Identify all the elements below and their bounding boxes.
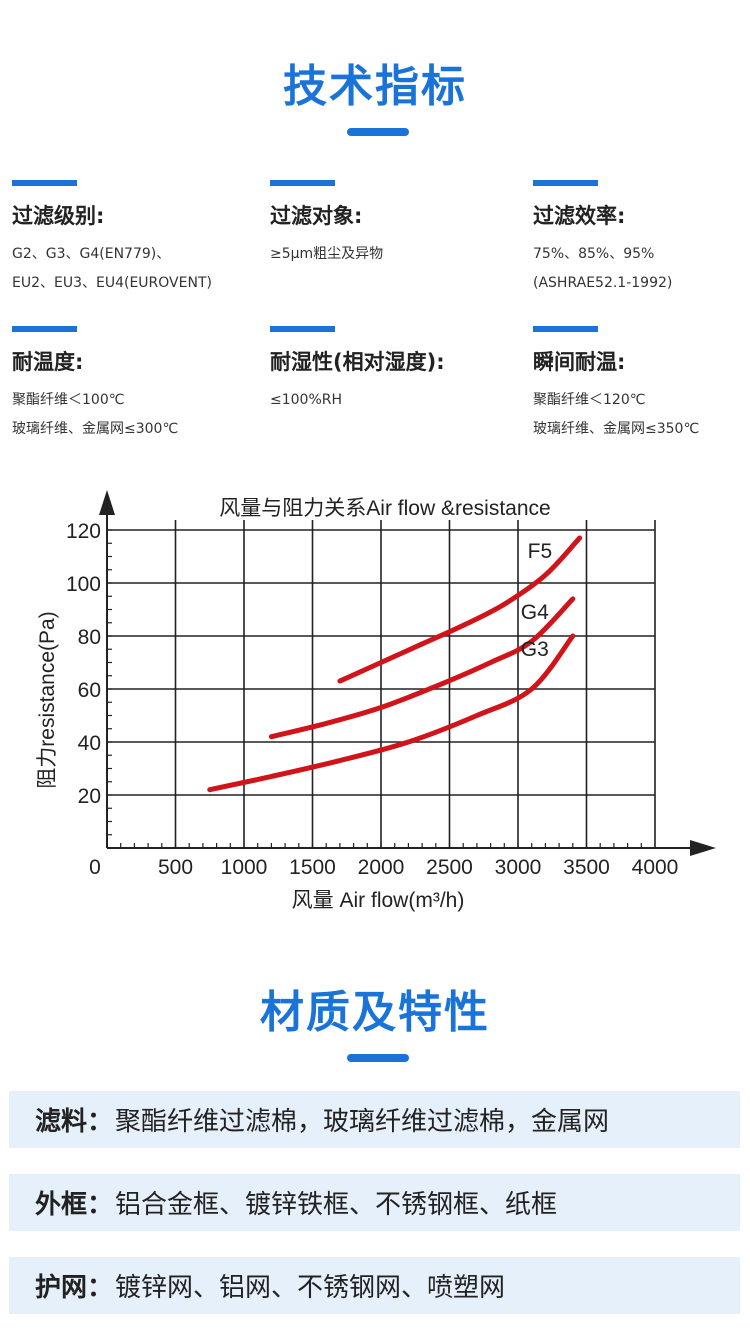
y-tick-label: 80	[78, 626, 101, 649]
feature-key: 护网：	[35, 1273, 114, 1303]
spec-line: 玻璃纤维、金属网≤350℃	[533, 421, 700, 437]
series-label-g4: G4	[521, 601, 549, 624]
spec-label: 耐湿性(相对湿度):	[270, 350, 445, 374]
spec-instant-temperature: 瞬间耐温: 聚酯纤维＜120℃ 玻璃纤维、金属网≤350℃	[533, 326, 750, 444]
spec-line: 玻璃纤维、金属网≤300℃	[12, 421, 179, 437]
chart-series	[207, 535, 583, 793]
spec-label: 过滤级别:	[12, 204, 105, 228]
spec-bar	[270, 326, 335, 332]
x-tick-label: 2500	[426, 856, 473, 879]
feature-value: 聚酯纤维过滤棉，玻璃纤维过滤棉，金属网	[115, 1107, 610, 1137]
series-label-g3: G3	[521, 638, 549, 661]
series-line-g3	[207, 633, 576, 793]
spec-filter-object: 过滤对象: ≥5μm粗尘及异物	[270, 180, 500, 269]
spec-line: EU2、EU3、EU4(EUROVENT)	[12, 275, 212, 291]
tech-section-title: 技术指标	[283, 61, 467, 112]
x-tick-label: 3000	[495, 856, 542, 879]
series-line-g4	[268, 596, 576, 740]
spec-filter-grade: 过滤级别: G2、G3、G4(EN779)、 EU2、EU3、EU4(EUROV…	[12, 180, 242, 298]
feature-value: 镀锌网、铝网、不锈钢网、喷塑网	[115, 1273, 506, 1303]
y-tick-label: 100	[66, 573, 101, 596]
spec-line: ≤100%RH	[270, 392, 343, 408]
spec-label: 瞬间耐温:	[533, 350, 626, 374]
y-tick-label: 20	[78, 785, 101, 808]
spec-bar	[12, 326, 77, 332]
feature-frame: 外框： 铝合金框、镀锌铁框、不锈钢框、纸框	[9, 1174, 740, 1231]
chart-y-axis-label: 阻力resistance(Pa)	[36, 611, 59, 788]
tech-title-underline	[347, 128, 409, 136]
x-axis-arrow	[690, 840, 716, 856]
feature-filter-media: 滤料： 聚酯纤维过滤棉，玻璃纤维过滤棉，金属网	[9, 1091, 740, 1148]
x-tick-label: 2000	[358, 856, 405, 879]
material-title-underline	[347, 1054, 409, 1062]
x-tick-label: 1500	[289, 856, 336, 879]
chart-grid	[107, 520, 656, 848]
spec-label: 过滤对象:	[270, 204, 363, 228]
x-tick-label: 1000	[221, 856, 268, 879]
spec-line: ≥5μm粗尘及异物	[270, 246, 384, 262]
y-tick-label: 60	[78, 679, 101, 702]
y-tick-label: 40	[78, 732, 101, 755]
spec-line: (ASHRAE52.1-1992)	[533, 275, 673, 291]
spec-bar	[533, 326, 598, 332]
spec-humidity: 耐湿性(相对湿度): ≤100%RH	[270, 326, 500, 415]
spec-label: 耐温度:	[12, 350, 84, 374]
y-tick-label: 120	[66, 520, 101, 543]
feature-key: 外框：	[35, 1190, 114, 1220]
airflow-resistance-chart: 0 500 1000 1500 2000 2500 3000 3500 4000 20 40 60 80…	[36, 490, 716, 912]
spec-bar	[270, 180, 335, 186]
spec-line: 聚酯纤维＜100℃	[12, 392, 125, 408]
x-tick-label: 3500	[563, 856, 610, 879]
feature-key: 滤料：	[35, 1107, 114, 1137]
spec-filter-efficiency: 过滤效率: 75%、85%、95% (ASHRAE52.1-1992)	[533, 180, 750, 298]
x-tick-label: 500	[158, 856, 193, 879]
spec-label: 过滤效率:	[533, 204, 626, 228]
spec-bar	[12, 180, 77, 186]
y-axis-arrow	[99, 490, 115, 515]
chart-axes	[99, 490, 716, 856]
series-line-f5	[337, 535, 583, 684]
spec-line: G2、G3、G4(EN779)、	[12, 246, 171, 262]
chart-x-axis-label: 风量 Air flow(m³/h)	[292, 889, 465, 912]
spec-bar	[533, 180, 598, 186]
x-tick-label: 0	[89, 856, 101, 879]
chart-title: 风量与阻力关系Air flow &resistance	[219, 497, 550, 520]
spec-line: 聚酯纤维＜120℃	[533, 392, 646, 408]
feature-value: 铝合金框、镀锌铁框、不锈钢框、纸框	[115, 1190, 558, 1220]
material-section-title: 材质及特性	[260, 987, 490, 1038]
series-label-f5: F5	[528, 540, 553, 563]
spec-line: 75%、85%、95%	[533, 246, 655, 262]
feature-protective-mesh: 护网： 镀锌网、铝网、不锈钢网、喷塑网	[9, 1257, 740, 1314]
spec-temperature: 耐温度: 聚酯纤维＜100℃ 玻璃纤维、金属网≤300℃	[12, 326, 242, 444]
chart-labels: 0 500 1000 1500 2000 2500 3000 3500 4000 20 40 60 80…	[66, 520, 678, 879]
x-tick-label: 4000	[632, 856, 679, 879]
